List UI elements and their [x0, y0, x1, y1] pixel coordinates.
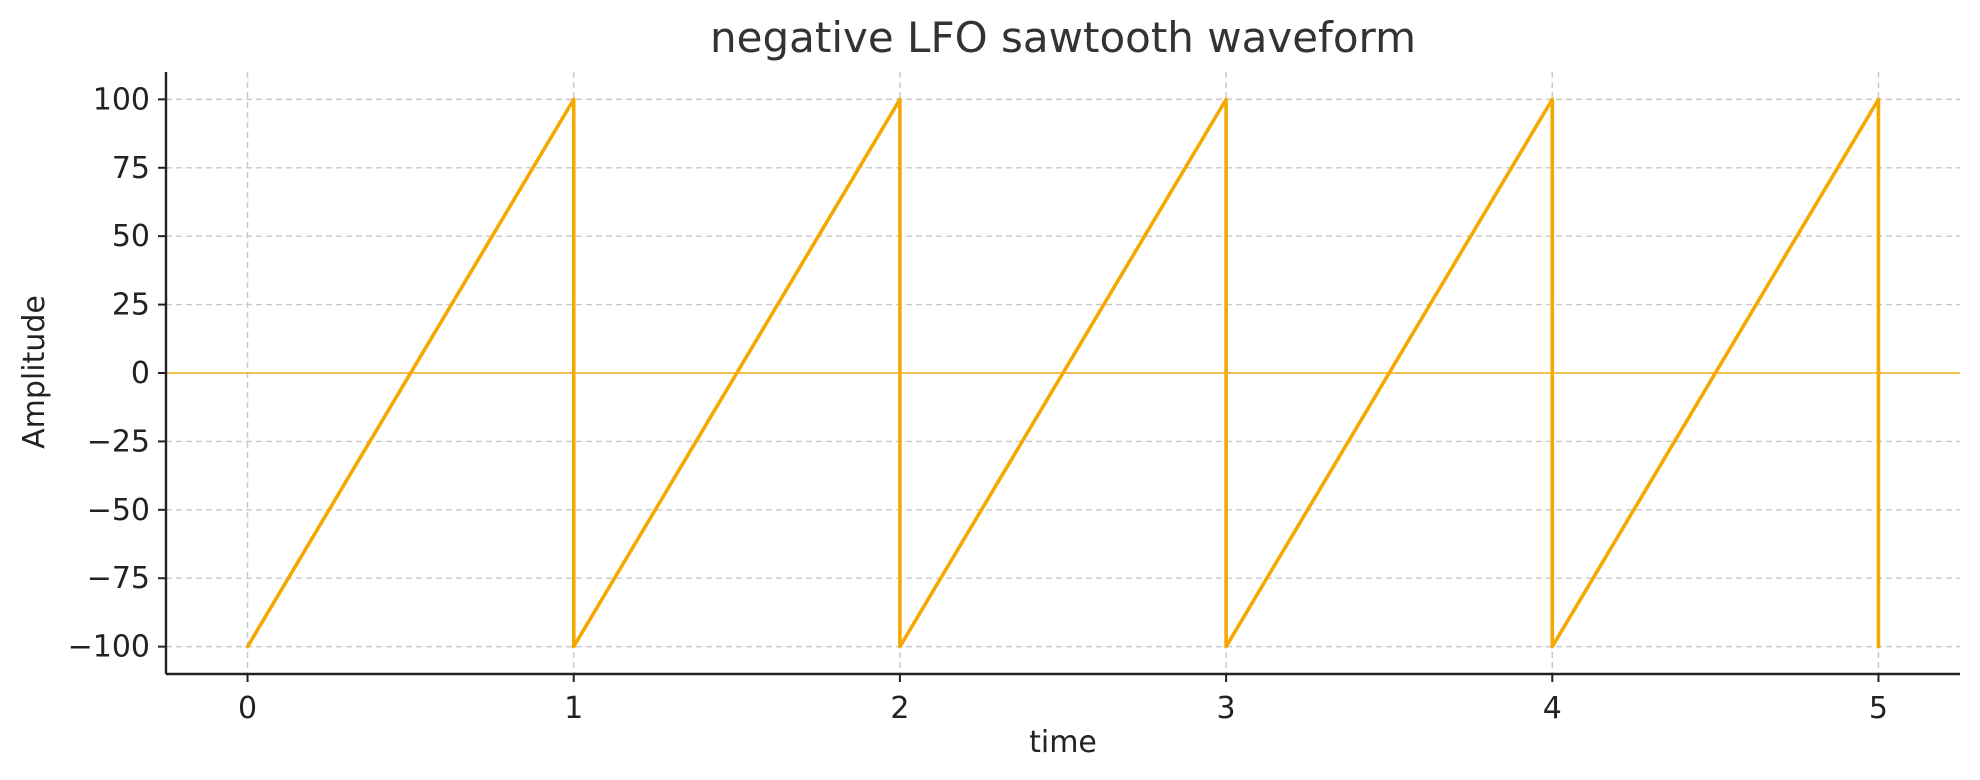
y-tick-label-6: 50 — [112, 219, 150, 254]
y-tick-label-1: −75 — [87, 561, 150, 596]
x-tick-label-0: 0 — [238, 691, 257, 726]
chart-title: negative LFO sawtooth waveform — [710, 13, 1416, 62]
ticks: 0 1 2 3 4 5 −100 −75 −50 −25 0 25 50 75 100 — [68, 82, 1888, 726]
y-tick-label-4: 0 — [131, 356, 150, 391]
series-layer — [245, 97, 1881, 649]
y-tick-label-0: −100 — [68, 630, 150, 665]
y-tick-label-3: −25 — [87, 424, 150, 459]
x-tick-label-1: 1 — [564, 691, 583, 726]
x-tick-label-3: 3 — [1217, 691, 1236, 726]
x-tick-label-5: 5 — [1869, 691, 1888, 726]
y-tick-label-2: −50 — [87, 493, 150, 528]
y-tick-label-7: 75 — [112, 151, 150, 186]
x-tick-label-2: 2 — [890, 691, 909, 726]
x-tick-label-4: 4 — [1543, 691, 1562, 726]
y-tick-label-5: 25 — [112, 288, 150, 323]
y-axis-label: Amplitude — [17, 295, 52, 449]
y-tick-label-8: 100 — [93, 82, 150, 117]
x-axis-label: time — [1029, 725, 1097, 760]
